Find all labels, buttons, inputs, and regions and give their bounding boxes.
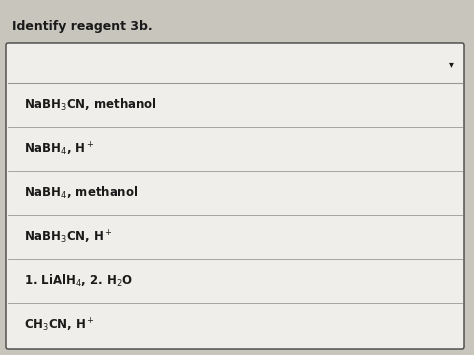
- Text: NaBH$_3$CN, methanol: NaBH$_3$CN, methanol: [24, 97, 157, 113]
- Text: 1. LiAlH$_4$, 2. H$_2$O: 1. LiAlH$_4$, 2. H$_2$O: [24, 273, 133, 289]
- Text: NaBH$_3$CN, H$^+$: NaBH$_3$CN, H$^+$: [24, 228, 113, 246]
- FancyBboxPatch shape: [6, 43, 464, 349]
- Text: Identify reagent 3b.: Identify reagent 3b.: [12, 20, 153, 33]
- Text: NaBH$_4$, H$^+$: NaBH$_4$, H$^+$: [24, 140, 94, 158]
- Text: ▾: ▾: [449, 59, 454, 69]
- Text: CH$_3$CN, H$^+$: CH$_3$CN, H$^+$: [24, 316, 95, 334]
- Text: NaBH$_4$, methanol: NaBH$_4$, methanol: [24, 185, 138, 201]
